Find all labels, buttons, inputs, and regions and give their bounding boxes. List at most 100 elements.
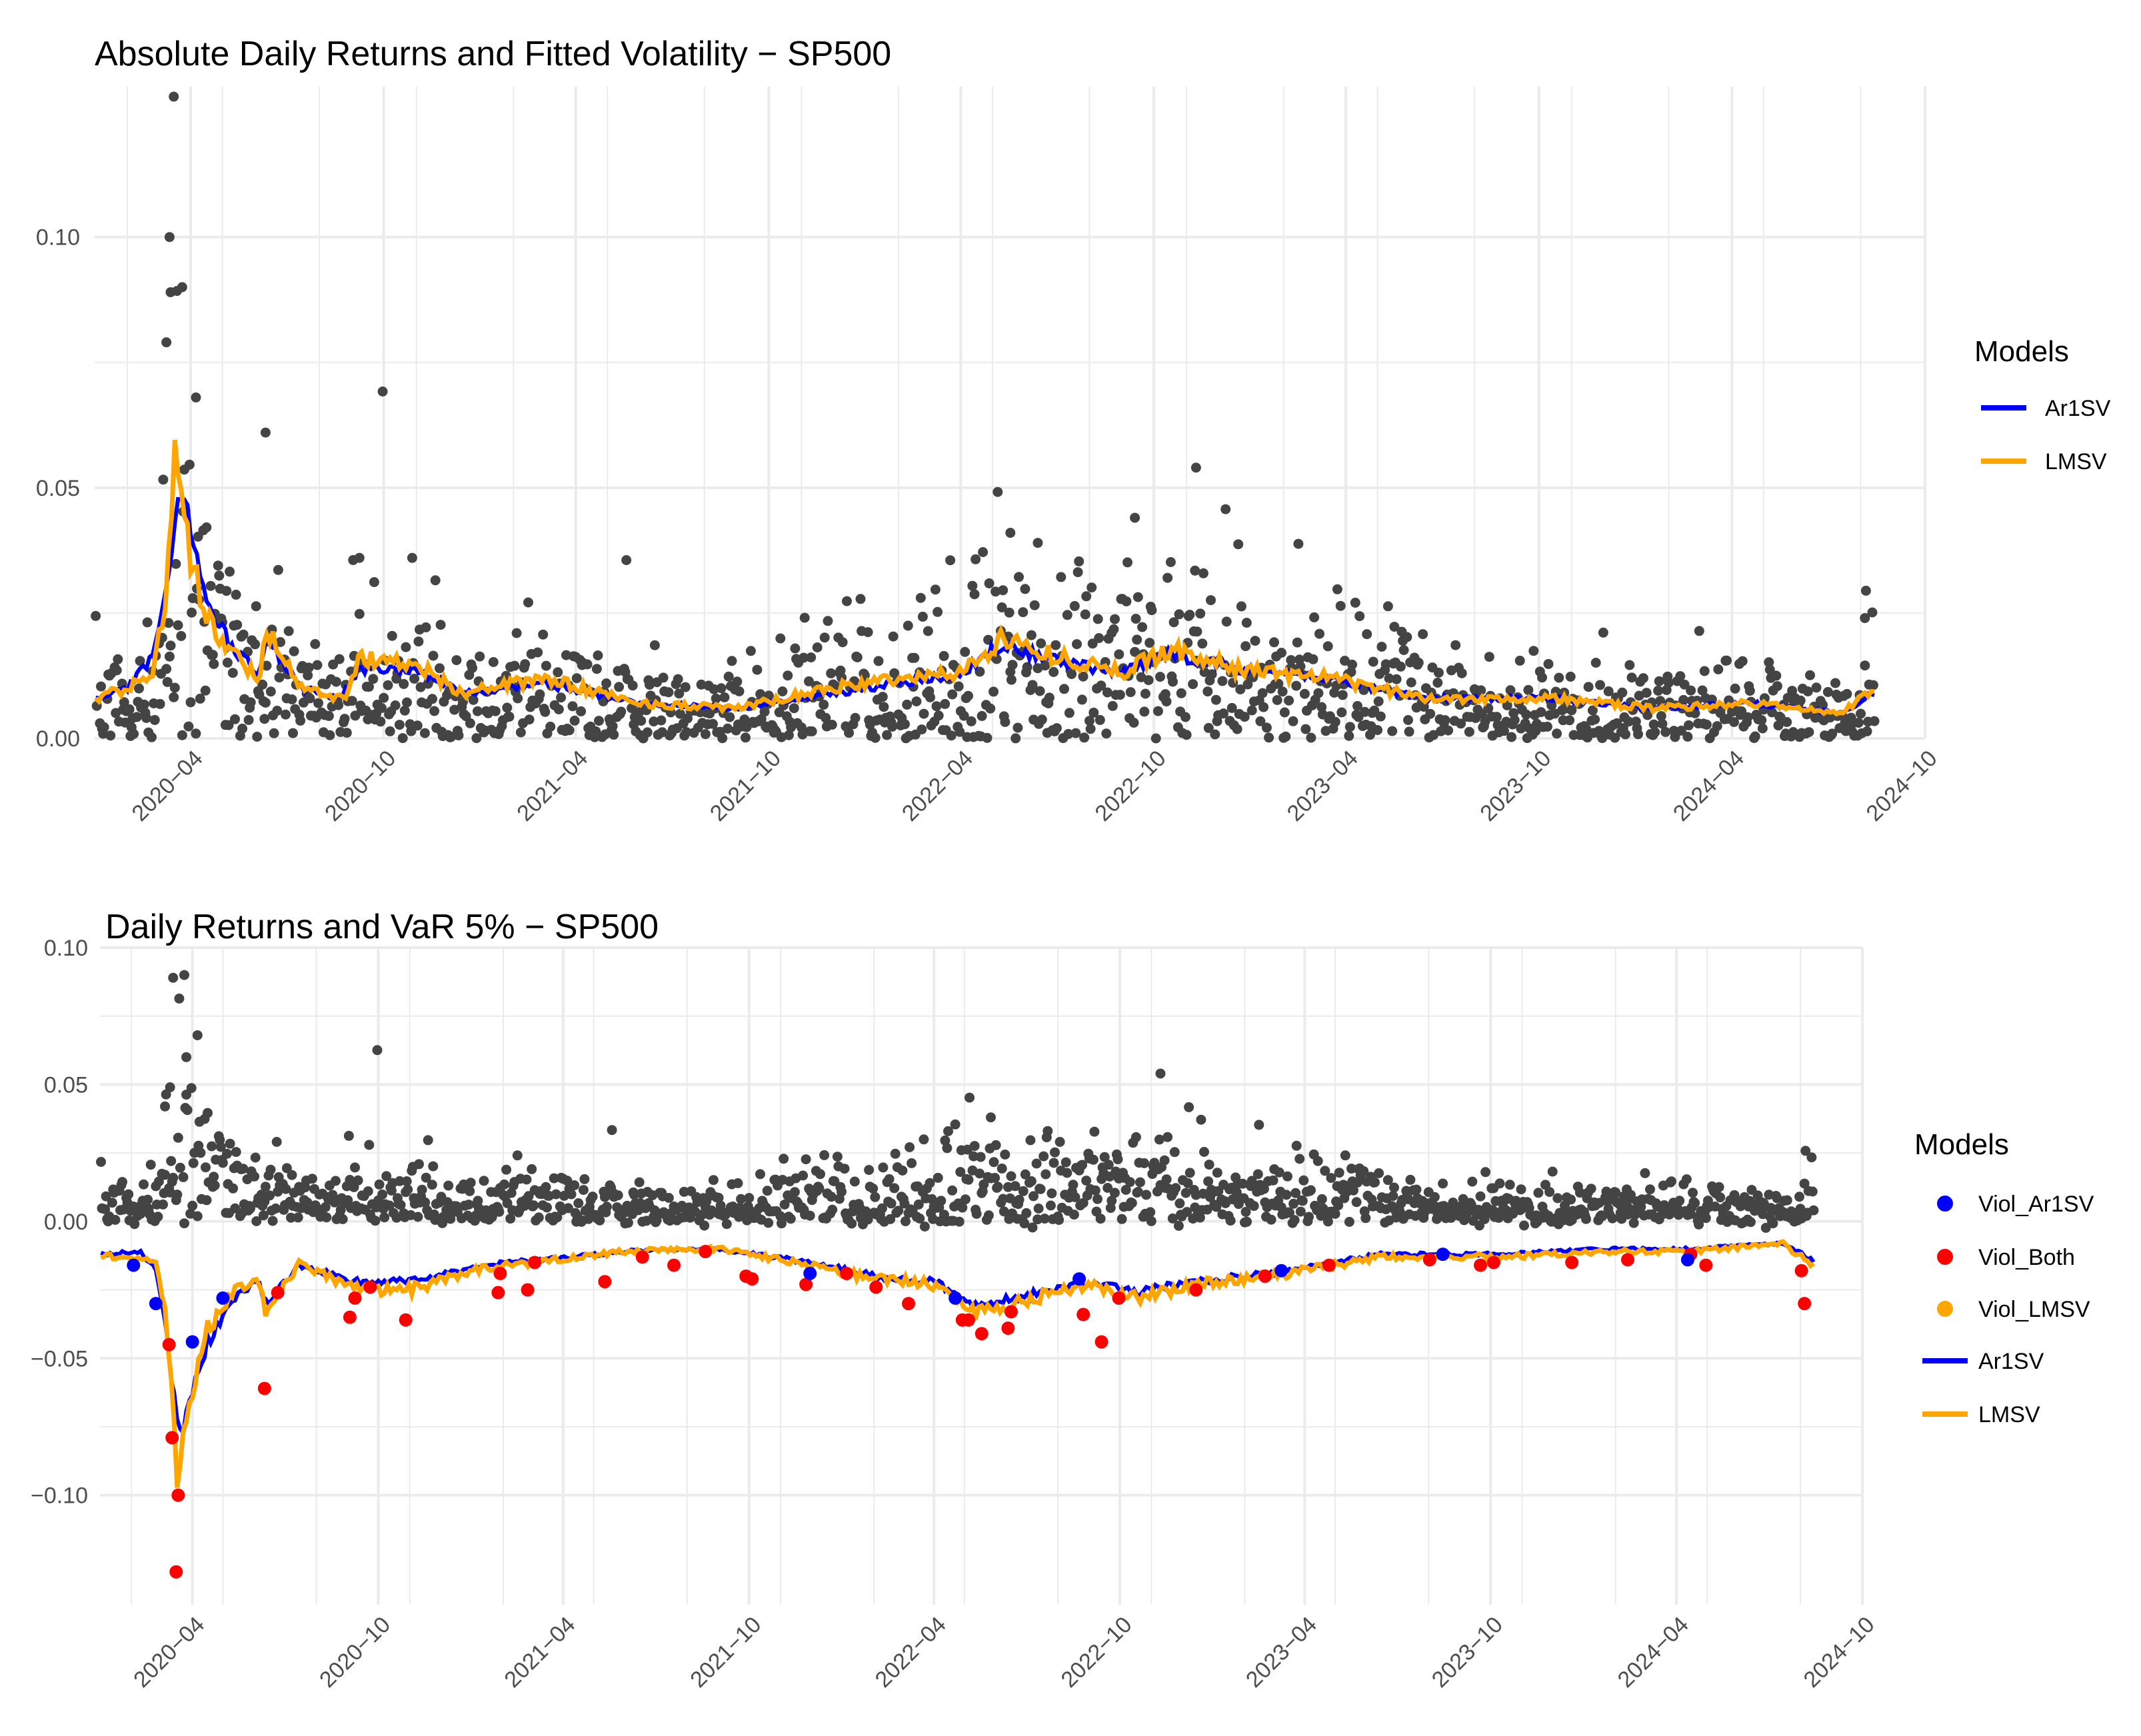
abs-return-point [1128, 718, 1139, 728]
abs-return-point [945, 555, 956, 566]
legend-lmsv-label: LMSV [2045, 449, 2107, 474]
abs-return-point [213, 560, 223, 571]
abs-return-point [1564, 715, 1575, 726]
abs-return-point [1306, 732, 1316, 743]
abs-return-point [1744, 686, 1755, 696]
return-point [905, 1142, 915, 1152]
return-point [96, 1157, 106, 1167]
abs-return-point [1232, 724, 1242, 734]
return-point [181, 1052, 192, 1062]
abs-return-point [490, 706, 501, 716]
abs-return-point [1805, 670, 1815, 680]
viol-both-point [699, 1245, 713, 1259]
return-point [1288, 1198, 1299, 1209]
return-point [1768, 1218, 1778, 1229]
abs-return-point [515, 727, 526, 738]
abs-return-point [385, 726, 395, 736]
return-point [1103, 1160, 1114, 1170]
abs-return-point [1139, 706, 1150, 717]
abs-return-point [1150, 733, 1161, 744]
abs-return-point [1051, 640, 1061, 650]
return-point [1351, 1197, 1362, 1208]
return-point [1090, 1185, 1100, 1196]
abs-return-point [1678, 694, 1689, 705]
return-point [1782, 1195, 1792, 1206]
abs-return-point [887, 722, 897, 732]
return-point [1120, 1185, 1131, 1195]
return-point [222, 1148, 232, 1159]
abs-return-point [165, 287, 176, 297]
abs-return-point [165, 640, 176, 651]
abs-return-point [1261, 722, 1272, 733]
return-point [1212, 1168, 1222, 1178]
viol-both-point [528, 1256, 542, 1270]
return-point [192, 1030, 203, 1040]
abs-return-point [607, 721, 618, 732]
abs-return-point [250, 639, 261, 650]
return-point [1411, 1184, 1422, 1195]
abs-return-point [614, 682, 625, 692]
return-point [1029, 1191, 1039, 1202]
viol-both-point [399, 1313, 413, 1327]
return-point [1237, 1178, 1248, 1189]
abs-return-point [341, 728, 352, 738]
abs-return-point [183, 721, 194, 732]
return-point [195, 1148, 206, 1158]
return-point [1116, 1214, 1127, 1224]
abs-return-point [1197, 638, 1208, 649]
returns-points [96, 970, 1819, 1233]
abs-return-point [1309, 612, 1320, 622]
return-point [1182, 1178, 1193, 1188]
volatility-panel: Absolute Daily Returns and Fitted Volati… [36, 35, 2111, 826]
abs-return-point [1313, 688, 1324, 698]
return-point [182, 1105, 193, 1116]
return-point [403, 1184, 413, 1195]
abs-return-point [511, 628, 522, 638]
return-point [1139, 1158, 1150, 1168]
abs-return-point [919, 708, 929, 719]
abs-return-point [453, 730, 464, 740]
abs-return-point [1750, 731, 1760, 742]
abs-return-point [658, 672, 669, 683]
abs-return-point [283, 626, 294, 636]
abs-return-point [812, 642, 823, 652]
return-point [913, 1199, 924, 1210]
volatility-lines [94, 439, 1875, 717]
y-tick-label: −0.10 [31, 1483, 88, 1509]
return-point [529, 1200, 539, 1211]
abs-return-point [1074, 556, 1084, 566]
abs-return-point [1853, 718, 1864, 728]
return-point [990, 1173, 1001, 1183]
return-point [1047, 1188, 1057, 1199]
abs-return-point [1078, 671, 1088, 682]
return-point [1088, 1154, 1098, 1165]
return-point [331, 1176, 341, 1186]
y-tick-label: 0.00 [44, 1210, 88, 1235]
abs-return-point [1730, 683, 1740, 694]
return-point [1574, 1188, 1585, 1198]
abs-return-point [1056, 572, 1067, 582]
abs-return-point [1184, 610, 1195, 620]
return-point [1467, 1176, 1478, 1187]
abs-return-point [409, 673, 420, 684]
viol-ar1sv-point [1680, 1253, 1694, 1267]
return-point [187, 1200, 198, 1211]
viol-both-point [598, 1275, 612, 1289]
return-point [566, 1189, 577, 1200]
abs-return-point [377, 703, 387, 713]
abs-return-point [959, 710, 969, 721]
abs-return-point [1787, 686, 1798, 696]
abs-return-point [939, 650, 949, 661]
abs-return-point [1675, 671, 1686, 682]
abs-return-point [1210, 694, 1221, 705]
return-point [1330, 1208, 1340, 1219]
abs-return-point [1143, 675, 1154, 686]
abs-return-point [1072, 567, 1083, 578]
abs-return-point [288, 728, 298, 738]
return-point [174, 993, 185, 1004]
abs-return-point [1623, 716, 1634, 727]
abs-return-point [863, 627, 873, 638]
abs-return-point [387, 630, 397, 641]
abs-return-point [1860, 660, 1870, 671]
abs-return-point [273, 564, 283, 575]
